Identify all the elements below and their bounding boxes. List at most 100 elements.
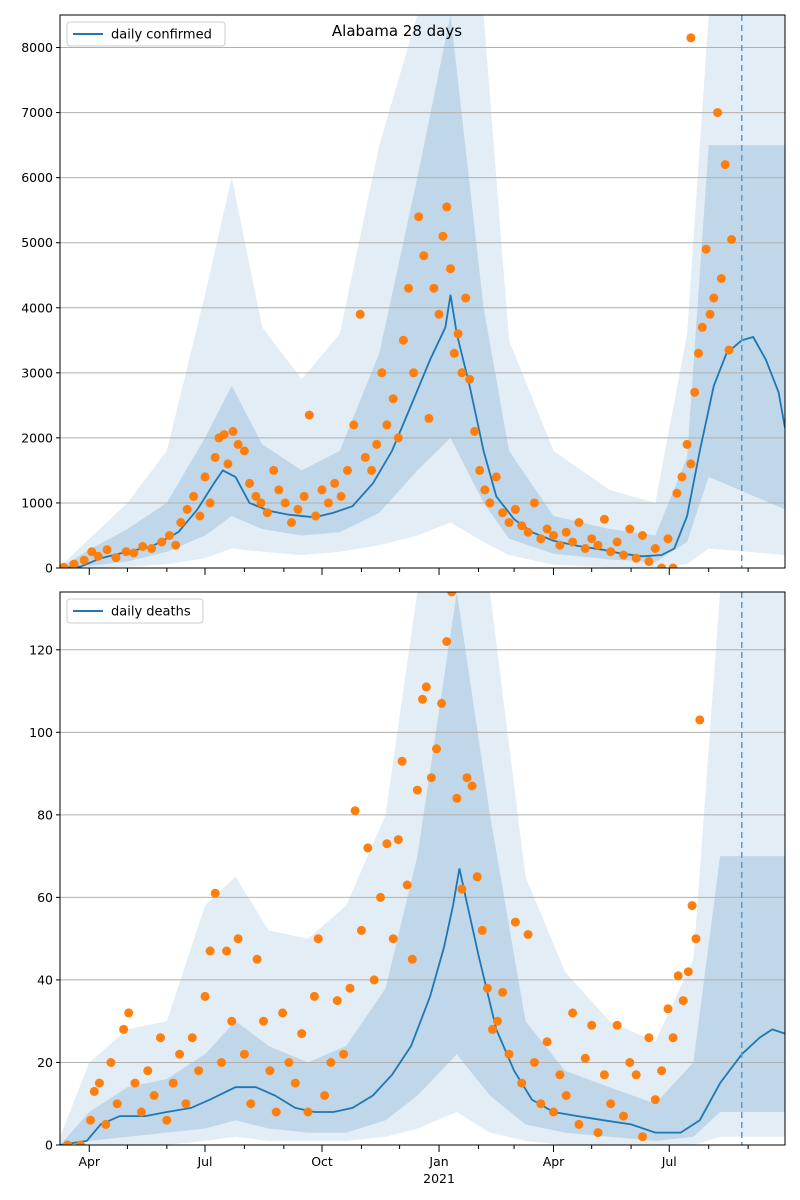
observed-point [227, 1016, 237, 1026]
observed-point [529, 1058, 539, 1067]
observed-point [367, 465, 377, 475]
observed-point [606, 1099, 616, 1109]
y-tick-label: 0 [45, 1138, 53, 1153]
observed-point [274, 485, 284, 495]
observed-point [453, 329, 463, 339]
observed-point [309, 991, 319, 1001]
observed-point [568, 537, 578, 547]
observed-point [164, 531, 174, 540]
observed-point [60, 562, 69, 568]
observed-point [631, 1070, 641, 1080]
observed-point [101, 1119, 111, 1129]
deaths-observed-points [63, 592, 705, 1145]
observed-point [426, 773, 436, 783]
observed-point [222, 946, 232, 956]
deaths-panel: 0 20 40 60 80 100 120 Apr Jul Oct Jan Apr Jul daily… [29, 591, 786, 1186]
observed-point [452, 793, 462, 803]
observed-point [299, 491, 309, 501]
observed-point [245, 478, 254, 488]
observed-point [663, 1004, 673, 1014]
y-tick-label: 20 [37, 1055, 53, 1070]
observed-point [372, 439, 382, 449]
observed-point [619, 550, 628, 560]
observed-point [311, 511, 321, 521]
observed-point [181, 1099, 191, 1109]
observed-point [467, 781, 477, 791]
observed-point [678, 996, 688, 1006]
observed-point [491, 472, 501, 482]
observed-point [419, 251, 429, 261]
observed-point [303, 1107, 313, 1117]
x-tick-label: Jul [661, 1154, 677, 1169]
observed-point [418, 694, 427, 704]
confirmed-axes-frame [59, 14, 786, 569]
observed-point [504, 518, 514, 527]
x-tick-label: Oct [311, 1154, 333, 1169]
observed-point [280, 498, 290, 508]
observed-point [239, 1049, 249, 1059]
observed-point [650, 1095, 660, 1105]
observed-point [580, 544, 590, 553]
observed-point [424, 413, 434, 423]
observed-point [382, 839, 392, 849]
observed-point [446, 264, 455, 274]
observed-point [668, 563, 678, 568]
y-tick-label: 60 [37, 890, 53, 905]
observed-point [462, 773, 472, 783]
observed-point [156, 1033, 165, 1043]
observed-point [171, 540, 181, 550]
observed-point [682, 439, 692, 449]
observed-point [657, 563, 667, 568]
observed-point [694, 348, 703, 358]
observed-point [393, 433, 403, 443]
observed-point [86, 1115, 95, 1125]
confirmed-legend: daily confirmed [66, 21, 226, 47]
observed-point [106, 1058, 116, 1067]
observed-point [189, 491, 199, 501]
y-tick-label: 7000 [21, 105, 53, 120]
observed-point [355, 309, 365, 319]
observed-point [233, 934, 243, 944]
observed-point [194, 1066, 204, 1076]
confirmed-x-ticks [88, 568, 749, 575]
observed-point [477, 925, 487, 935]
observed-point [716, 274, 726, 283]
observed-point [138, 542, 148, 551]
deaths-legend-label: daily deaths [111, 605, 191, 620]
observed-point [657, 1066, 667, 1076]
observed-point [475, 465, 485, 475]
deaths-y-ticks: 0 20 40 60 80 100 120 [29, 642, 60, 1153]
observed-point [683, 967, 693, 977]
observed-point [205, 498, 215, 508]
y-tick-label: 3000 [21, 365, 53, 380]
observed-point [672, 488, 682, 498]
observed-point [437, 698, 447, 708]
observed-point [265, 1066, 275, 1076]
deaths-uncertainty-bands [60, 592, 785, 1145]
observed-point [278, 1008, 288, 1018]
observed-point [663, 534, 673, 544]
observed-point [393, 835, 403, 845]
observed-point [599, 514, 609, 524]
observed-point [510, 504, 520, 514]
observed-point [705, 309, 715, 319]
observed-point [574, 1119, 584, 1129]
observed-point [121, 547, 131, 557]
observed-point [536, 534, 546, 544]
observed-point [599, 1070, 609, 1080]
observed-point [701, 244, 711, 254]
observed-point [510, 917, 520, 927]
observed-point [612, 537, 622, 547]
observed-point [482, 983, 492, 993]
observed-point [176, 518, 186, 527]
observed-point [313, 934, 323, 944]
confirmed-model-curve [60, 294, 785, 568]
observed-point [523, 527, 533, 537]
observed-point [369, 975, 379, 985]
deaths-legend: daily deaths [66, 598, 204, 624]
y-tick-label: 0 [45, 561, 53, 576]
observed-point [251, 491, 261, 501]
observed-point [124, 1008, 134, 1018]
confirmed-legend-box [66, 21, 226, 47]
observed-point [94, 1078, 104, 1088]
